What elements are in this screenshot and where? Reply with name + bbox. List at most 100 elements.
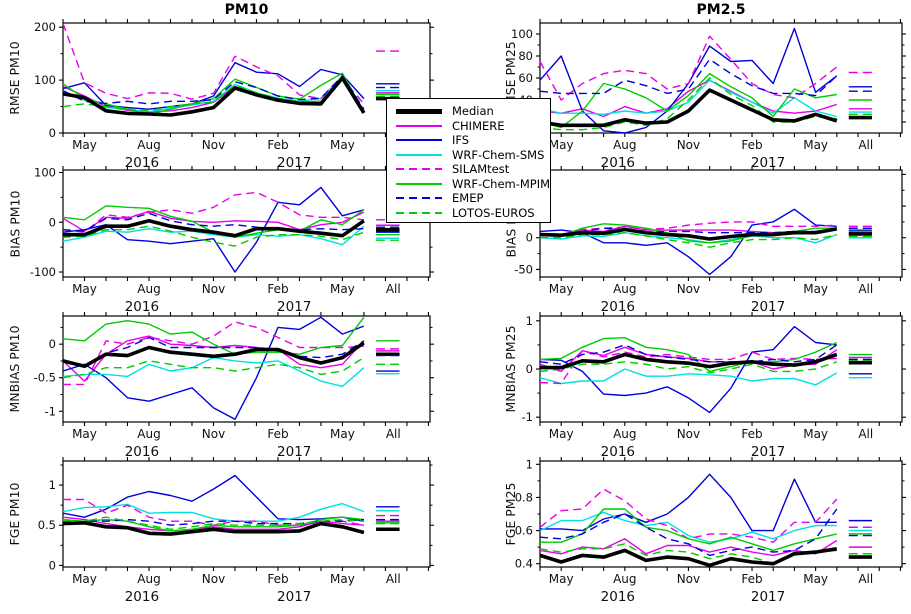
- x-year-label: 2016: [125, 589, 159, 605]
- axes-frame: [62, 169, 431, 278]
- x-tick-label: Feb: [267, 138, 288, 152]
- x-tick-label: Nov: [677, 138, 700, 152]
- series-line-Median: [539, 227, 838, 241]
- axes-frame: [539, 169, 903, 278]
- series-line-IFS: [62, 186, 365, 273]
- x-year-label: 2016: [601, 444, 635, 460]
- y-tick-label: 0: [49, 126, 56, 140]
- ylabel-fge-pm10: FGE PM10: [7, 482, 22, 546]
- x-tick-label: Aug: [613, 138, 636, 152]
- series-line-CHIMERE: [62, 516, 364, 532]
- y-tick-label: 100: [511, 27, 533, 41]
- series-line-SILAMtest: [539, 35, 838, 101]
- x-tick-label: May: [72, 572, 97, 586]
- y-tick-label: 200: [34, 20, 56, 34]
- axes-frame: [62, 460, 431, 568]
- y-tick-label: 0: [49, 558, 56, 572]
- x-tick-label: May: [549, 427, 574, 441]
- x-tick-label-all: All: [386, 282, 401, 296]
- x-year-label: 2017: [751, 299, 785, 315]
- legend-line-sample-wrf-chem-mpim: [396, 182, 442, 185]
- ylabel-rmse-pm10: RMSE PM10: [7, 41, 22, 115]
- series-line-Median: [63, 219, 365, 238]
- column-title-pm10: PM10: [224, 2, 269, 18]
- legend-label-silamtest: SILAMtest: [452, 162, 510, 177]
- x-tick-label: Feb: [741, 282, 762, 296]
- y-tick-label: 0.6: [515, 524, 533, 538]
- series-line-SILAMtest: [539, 350, 837, 385]
- x-tick-label: May: [330, 282, 355, 296]
- x-year-label: 2016: [601, 589, 635, 605]
- series-line-LOTOS-EUROS: [63, 516, 364, 530]
- legend-item-wrf-chem-mpim: WRF-Chem-MPIM: [387, 177, 550, 192]
- series-line-IFS: [62, 474, 365, 522]
- legend-item-lotos-euros: LOTOS-EUROS: [387, 206, 550, 221]
- y-tick-label: 0: [526, 362, 533, 376]
- x-year-label: 2017: [277, 299, 311, 315]
- series-line-WRF-Chem-SMS: [539, 368, 838, 386]
- x-tick-label: Aug: [613, 572, 636, 586]
- y-tick-label: 1: [526, 457, 533, 471]
- series-line-SILAMtest: [63, 321, 364, 386]
- series-line-SILAMtest: [62, 191, 364, 233]
- ylabel-mnbias-pm25: MNBIAS PM25: [503, 325, 518, 413]
- legend-item-silamtest: SILAMtest: [387, 162, 550, 177]
- x-tick-label: Feb: [267, 282, 288, 296]
- axes-frame: [539, 460, 903, 568]
- x-year-label: 2017: [277, 444, 311, 460]
- y-tick-label: 100: [34, 165, 56, 179]
- y-tick-label: 100: [34, 73, 56, 87]
- x-year-label: 2016: [125, 299, 159, 315]
- y-tick-label: 0.5: [38, 518, 56, 532]
- series-line-Median: [62, 341, 365, 369]
- x-tick-label: Feb: [267, 572, 288, 586]
- series-line-Median: [539, 547, 838, 568]
- legend-item-emep: EMEP: [387, 191, 550, 206]
- axes-frame: [62, 315, 431, 423]
- legend-line-sample-wrf-chem-sms: [396, 153, 442, 156]
- series-line-Median: [540, 352, 838, 370]
- legend-label-wrf-chem-mpim: WRF-Chem-MPIM: [452, 176, 551, 191]
- x-tick-label-all: All: [858, 138, 873, 152]
- x-tick-label: May: [330, 572, 355, 586]
- subplot-fge-pm25: 0.4 0.6 0.8 1 May Aug Nov Feb May All 2016 2017: [515, 457, 906, 605]
- legend-label-median: Median: [452, 104, 494, 119]
- y-tick-label: 1: [49, 478, 56, 492]
- legend-line-sample-ifs: [396, 139, 442, 142]
- y-tick-label: -1: [522, 410, 533, 424]
- y-tick-label: 1: [526, 314, 533, 328]
- x-tick-label: May: [549, 572, 574, 586]
- legend-line-sample-chimere: [396, 124, 442, 127]
- legend-item-ifs: IFS: [387, 133, 550, 148]
- x-year-label: 2016: [601, 299, 635, 315]
- subplot-rmse-pm10: 0100200MayAugNovFebMayAll20162017: [34, 19, 434, 171]
- x-tick-label: May: [330, 427, 355, 441]
- series-line-SILAMtest: [539, 221, 837, 237]
- x-year-label: 2016: [125, 155, 159, 171]
- x-tick-label: Aug: [613, 427, 636, 441]
- series-line-WRF-Chem-SMS: [539, 79, 837, 118]
- series-line-IFS: [539, 325, 837, 414]
- series-line-EMEP: [62, 336, 365, 367]
- ylabel-fge-pm25: FGE PM25: [503, 482, 518, 546]
- y-tick-label: 60: [518, 71, 533, 85]
- x-tick-label: May: [72, 282, 97, 296]
- y-tick-label: 0.4: [515, 557, 533, 571]
- legend-line-sample-median: [396, 109, 442, 114]
- legend-label-emep: EMEP: [452, 191, 484, 206]
- legend-item-median: Median: [387, 104, 550, 119]
- legend-line-sample-emep: [396, 197, 442, 200]
- axes-frame: [62, 22, 431, 134]
- series-line-IFS: [539, 27, 838, 134]
- series-line-WRF-Chem-SMS: [62, 225, 365, 246]
- y-tick-label: -100: [30, 265, 56, 279]
- x-tick-label: Aug: [137, 427, 160, 441]
- legend-label-chimere: CHIMERE: [452, 118, 505, 133]
- series-line-EMEP: [539, 344, 838, 365]
- x-year-label: 2017: [277, 155, 311, 171]
- x-tick-label: Nov: [677, 572, 700, 586]
- legend: Median CHIMERE IFS WRF-Chem-SMS SILAMtest WRF…: [386, 98, 551, 223]
- series-line-WRF-Chem-MPIM: [539, 337, 838, 373]
- legend-label-ifs: IFS: [452, 133, 470, 148]
